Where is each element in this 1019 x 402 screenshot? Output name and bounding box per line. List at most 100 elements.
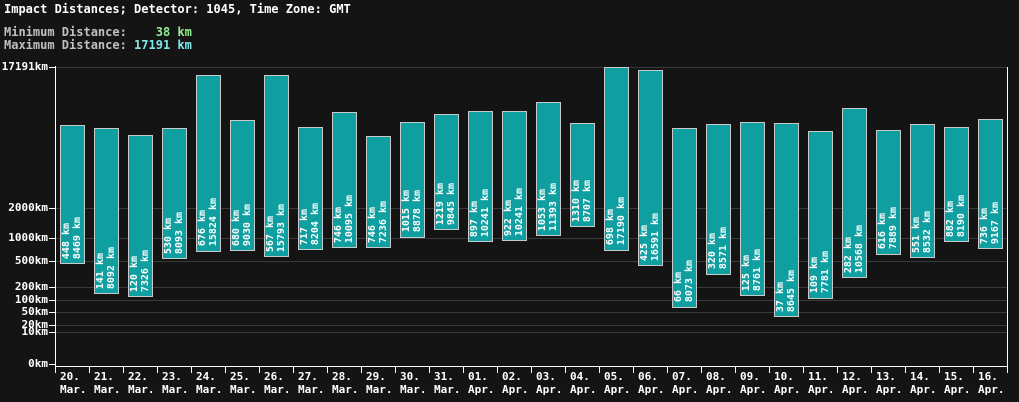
bar-min-distance-label: 37 km — [775, 281, 786, 312]
y-gridline — [56, 261, 1007, 262]
x-tick-label: 05. Apr. — [604, 370, 631, 396]
y-tick-mark — [49, 261, 55, 262]
bar-max-distance-label: 8073 km — [684, 260, 695, 303]
x-tick-mark — [599, 367, 600, 373]
y-gridline — [56, 287, 1007, 288]
y-gridline — [56, 208, 1007, 209]
x-tick-label: 22. Mar. — [128, 370, 155, 396]
x-tick-label: 26. Mar. — [264, 370, 291, 396]
x-tick-label: 25. Mar. — [230, 370, 257, 396]
y-tick-label: 17191km — [1, 60, 48, 73]
range-bar: 897 km 10241 km — [467, 110, 493, 242]
y-gridline — [56, 238, 1007, 239]
bar-label-group: 680 km 9030 km — [231, 204, 254, 246]
bar-min-distance-label: 567 km — [265, 216, 276, 253]
y-tick-mark — [49, 238, 55, 239]
bar-max-distance-label: 17190 km — [616, 197, 627, 246]
x-tick-mark — [735, 367, 736, 373]
bar-label-group: 1015 km 8878 km — [401, 190, 424, 232]
bar-label-group: 736 km 9167 km — [979, 202, 1002, 244]
bar-label-group: 109 km 7781 km — [809, 251, 832, 293]
x-tick-mark — [259, 367, 260, 373]
bar-max-distance-label: 15824 km — [208, 198, 219, 247]
bar-label-group: 530 km 8093 km — [163, 212, 186, 254]
bar-max-distance-label: 10241 km — [514, 187, 525, 236]
bar-max-distance-label: 8093 km — [174, 212, 185, 255]
bar-min-distance-label: 746 km — [367, 207, 378, 244]
x-tick-mark — [803, 367, 804, 373]
x-tick-mark — [701, 367, 702, 373]
bar-max-distance-label: 8092 km — [106, 246, 117, 289]
bar-min-distance-label: 530 km — [163, 218, 174, 255]
maximum-distance-value: 17191 km — [126, 38, 192, 52]
bar-label-group: 746 km 7236 km — [367, 201, 390, 243]
bar-max-distance-label: 7781 km — [820, 251, 831, 294]
bar-label-group: 1310 km 8707 km — [571, 180, 594, 222]
y-gridline — [56, 312, 1007, 313]
x-tick-mark — [157, 367, 158, 373]
bar-label-group: 425 km 16591 km — [639, 213, 662, 261]
x-tick-mark — [293, 367, 294, 373]
bar-min-distance-label: 680 km — [231, 210, 242, 247]
bar-label-group: 1219 km 9845 km — [435, 183, 458, 225]
bar-max-distance-label: 9030 km — [242, 204, 253, 247]
x-tick-mark — [89, 367, 90, 373]
y-tick-mark — [49, 287, 55, 288]
y-tick-label: 500km — [14, 254, 48, 267]
range-bar: 120 km 7326 km — [127, 135, 153, 297]
bar-max-distance-label: 8190 km — [956, 195, 967, 238]
range-bar: 551 km 8532 km — [909, 124, 935, 259]
x-tick-label: 27. Mar. — [298, 370, 325, 396]
bar-label-group: 698 km 17190 km — [605, 197, 628, 245]
x-tick-mark — [395, 367, 396, 373]
range-bar: 282 km 10568 km — [841, 108, 867, 279]
chart-title: Impact Distances; Detector: 1045, Time Z… — [4, 2, 351, 16]
range-bar: 746 km 10095 km — [331, 111, 357, 249]
y-tick-mark — [49, 312, 55, 313]
x-axis-line — [55, 366, 1008, 367]
bar-min-distance-label: 922 km — [503, 199, 514, 236]
x-tick-mark — [565, 367, 566, 373]
x-tick-label: 20. Mar. — [60, 370, 87, 396]
bar-label-group: 120 km 7326 km — [129, 250, 152, 292]
bar-max-distance-label: 8204 km — [310, 202, 321, 245]
range-bar: 66 km 8073 km — [671, 128, 697, 308]
bar-max-distance-label: 10095 km — [344, 195, 355, 244]
range-bar: 530 km 8093 km — [161, 128, 187, 260]
range-bar: 1015 km 8878 km — [399, 121, 425, 238]
bar-label-group: 320 km 8571 km — [707, 227, 730, 269]
y-tick-mark — [49, 364, 55, 365]
bar-min-distance-label: 717 km — [299, 208, 310, 245]
x-tick-mark — [361, 367, 362, 373]
range-bar: 37 km 8645 km — [773, 123, 799, 317]
bar-max-distance-label: 9845 km — [446, 182, 457, 226]
bar-label-group: 37 km 8645 km — [775, 270, 798, 312]
minimum-distance-line: Minimum Distance: 38 km — [4, 26, 192, 39]
bar-label-group: 676 km 15824 km — [197, 198, 220, 246]
bar-label-group: 1053 km 11393 km — [537, 183, 560, 231]
y-tick-label: 10km — [21, 325, 49, 338]
bar-min-distance-label: 109 km — [809, 257, 820, 294]
x-tick-label: 24. Mar. — [196, 370, 223, 396]
x-tick-mark — [1007, 367, 1008, 373]
x-tick-mark — [327, 367, 328, 373]
x-tick-mark — [769, 367, 770, 373]
bar-label-group: 922 km 10241 km — [503, 188, 526, 236]
bar-max-distance-label: 8571 km — [718, 227, 729, 270]
bar-max-distance-label: 11393 km — [548, 182, 559, 231]
range-bar: 680 km 9030 km — [229, 120, 255, 252]
x-tick-mark — [191, 367, 192, 373]
range-bar: 567 km 15793 km — [263, 74, 289, 258]
x-tick-label: 03. Apr. — [536, 370, 563, 396]
x-tick-label: 29. Mar. — [366, 370, 393, 396]
bar-min-distance-label: 1219 km — [435, 182, 446, 226]
bar-max-distance-label: 7326 km — [140, 249, 151, 292]
bar-max-distance-label: 9167 km — [990, 201, 1001, 244]
range-bar: 616 km 7889 km — [875, 130, 901, 255]
bar-max-distance-label: 10568 km — [854, 224, 865, 274]
bar-max-distance-label: 8761 km — [752, 248, 763, 292]
y-tick-label: 0km — [28, 357, 48, 370]
x-tick-label: 01. Apr. — [468, 370, 495, 396]
y-gridline — [56, 67, 1007, 68]
bar-min-distance-label: 141 km — [95, 252, 106, 289]
